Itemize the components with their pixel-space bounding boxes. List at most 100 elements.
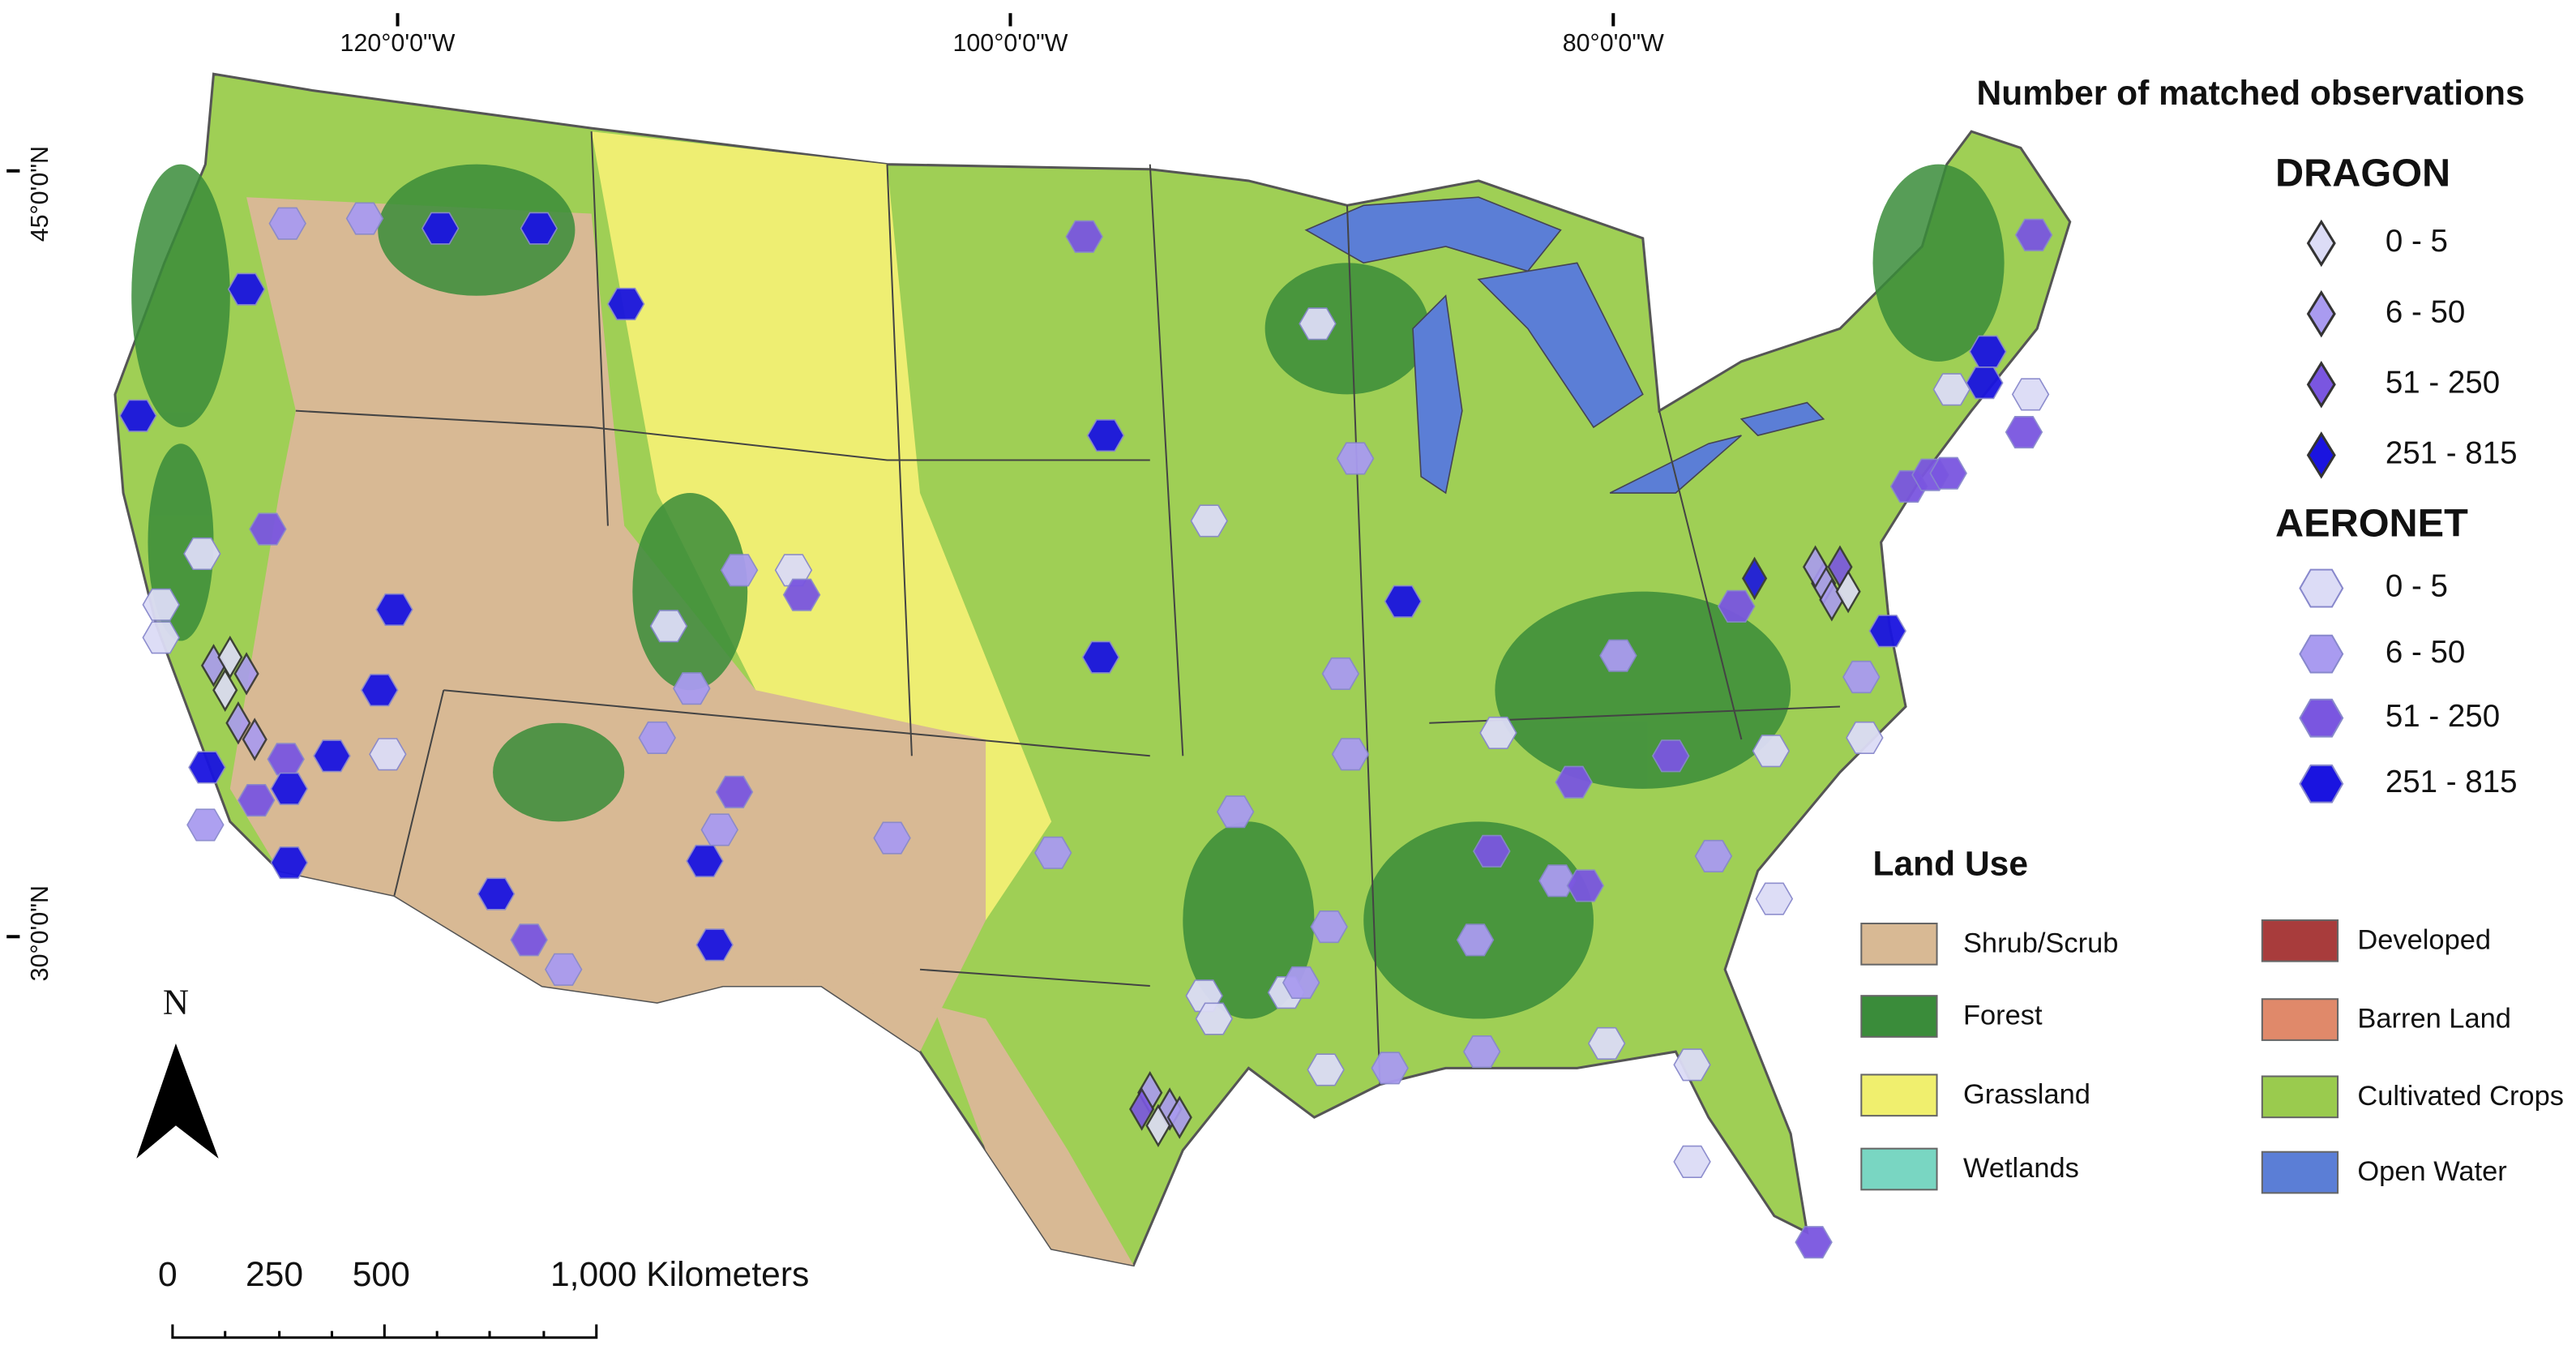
site-hexagon: [270, 772, 308, 805]
latitude-label: 45°0'0"N: [26, 146, 53, 242]
legend-diamond: [2306, 289, 2336, 338]
site-hexagon: [782, 578, 821, 611]
site-hexagon: [1081, 641, 1120, 674]
site-hexagon: [1538, 864, 1577, 898]
great-lakes: [1304, 196, 1825, 495]
legend-label: 51 - 250: [2386, 699, 2500, 734]
legend-label: 0 - 5: [2386, 224, 2448, 259]
site-hexagon: [1086, 419, 1125, 452]
state-lines: [295, 131, 1841, 1085]
graticule: 120°0'0"W 100°0'0"W 80°0'0"W 45°0'0"N 30…: [6, 13, 1664, 981]
site-diamond: [225, 701, 251, 745]
site-diamond: [1835, 569, 1861, 614]
site-hexagon: [1336, 442, 1375, 475]
site-diamond: [1741, 556, 1768, 601]
legend-hexagon: [2299, 634, 2344, 674]
legend-hexagon: [2299, 698, 2344, 738]
site-hexagon: [227, 272, 266, 306]
site-hexagon: [186, 808, 225, 842]
legend-diamond: [2306, 219, 2336, 268]
land-use-swatch: [2261, 1075, 2339, 1119]
site-hexagon: [1752, 735, 1791, 768]
land-use-swatch: [1860, 1147, 1938, 1191]
site-hexagon: [2014, 218, 2053, 251]
site-hexagon: [1587, 1026, 1626, 1060]
site-hexagon: [1195, 1002, 1234, 1035]
site-hexagon: [1033, 836, 1072, 869]
site-hexagon: [607, 287, 645, 321]
site-hexagon: [270, 846, 308, 880]
scale-bar: 0 250 500 1,000 Kilometers: [158, 1255, 809, 1339]
site-hexagon: [638, 721, 676, 755]
land-use-label: Open Water: [2357, 1156, 2506, 1187]
legend-label: 6 - 50: [2386, 635, 2465, 670]
site-hexagon: [1479, 716, 1517, 749]
site-hexagon: [1694, 839, 1733, 872]
site-hexagon: [1929, 456, 1967, 490]
site-hexagon: [520, 212, 558, 245]
site-hexagon: [237, 783, 276, 817]
site-hexagon: [2005, 415, 2043, 449]
site-diamond: [1145, 1103, 1171, 1148]
site-hexagon: [700, 813, 738, 846]
land-use-label: Developed: [2357, 924, 2491, 955]
legend-hexagon: [2299, 764, 2344, 803]
north-arrow: N: [136, 982, 219, 1159]
site-hexagon: [1795, 1226, 1833, 1259]
site-hexagon: [477, 877, 516, 911]
legend: Number of matched observations DRAGON AE…: [1977, 74, 2525, 803]
scale-label: 250: [246, 1255, 303, 1294]
site-hexagon: [1651, 739, 1690, 773]
land-use-swatch: [1860, 922, 1938, 966]
site-hexagon: [686, 844, 724, 878]
site-hexagon: [1462, 1035, 1501, 1069]
site-hexagon: [1331, 738, 1370, 771]
site-hexagon: [1282, 966, 1320, 1000]
scale-label: 500: [353, 1255, 410, 1294]
site-hexagon: [1065, 220, 1103, 253]
legend-label: 251 - 815: [2386, 436, 2518, 471]
site-hexagon: [313, 739, 351, 773]
land-use-legend: Land Use Shrub/Scrub Forest Grassland Wetla…: [1860, 844, 2564, 1194]
legend-title: Number of matched observations: [1977, 74, 2525, 113]
land-use-swatch: [1860, 1073, 1938, 1117]
site-hexagon: [1190, 504, 1228, 538]
north-label: N: [163, 982, 189, 1022]
site-hexagon: [1299, 307, 1337, 341]
site-hexagon: [1456, 923, 1495, 957]
scale-label: 0: [158, 1255, 178, 1294]
legend-label: 6 - 50: [2386, 294, 2465, 329]
site-hexagon: [720, 554, 759, 587]
site-hexagon: [873, 821, 911, 855]
site-hexagon: [1310, 910, 1348, 944]
land-use-label: Grassland: [1963, 1079, 2090, 1110]
land-use-label: Cultivated Crops: [2357, 1081, 2564, 1112]
site-hexagon: [142, 588, 180, 621]
legend-diamond: [2306, 361, 2336, 409]
site-hexagon: [1673, 1145, 1711, 1178]
site-hexagon: [1555, 765, 1593, 799]
site-hexagon: [1566, 869, 1605, 902]
longitude-label: 80°0'0"W: [1563, 29, 1664, 57]
site-hexagon: [673, 672, 711, 705]
site-hexagon: [421, 212, 460, 245]
legend-label: 51 - 250: [2386, 365, 2500, 400]
site-hexagon: [1868, 615, 1906, 648]
site-diamond: [1166, 1095, 1192, 1139]
site-hexagon: [361, 674, 399, 707]
site-hexagon: [1307, 1053, 1345, 1086]
site-hexagon: [249, 512, 287, 546]
site-hexagon: [188, 751, 226, 784]
site-hexagon: [544, 953, 583, 986]
site-hexagon: [268, 207, 306, 240]
forest-patches: [131, 164, 2005, 1019]
legend-label: 251 - 815: [2386, 765, 2518, 799]
site-diamond: [233, 652, 259, 696]
site-diamond: [212, 668, 238, 712]
site-hexagon: [369, 738, 407, 771]
site-diamond: [242, 718, 267, 761]
land-use-label: Shrub/Scrub: [1963, 928, 2118, 958]
shrub-region: [229, 197, 986, 1052]
site-markers: [119, 202, 2053, 1259]
